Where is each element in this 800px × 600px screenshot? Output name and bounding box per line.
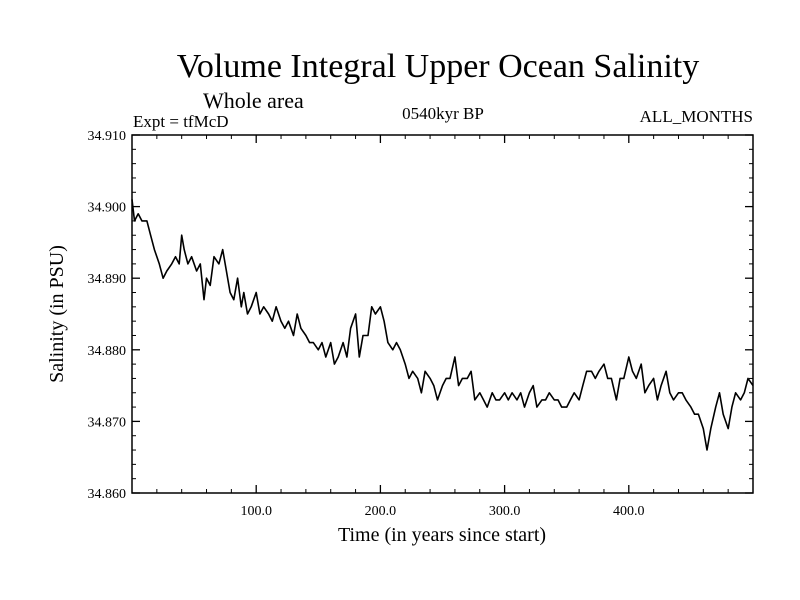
y-tick-label: 34.910 [88,129,127,144]
x-tick-label: 100.0 [240,504,272,519]
y-tick-label: 34.900 [88,201,127,216]
x-axis-label: Time (in years since start) [338,524,546,546]
chart-subtitle: Whole area [203,88,304,113]
x-tick-label: 400.0 [613,504,645,519]
y-tick-label: 34.860 [88,487,127,502]
plot-frame [131,134,754,494]
y-ticks: 34.860 34.870 34.880 34.890 34.900 34.910 [88,129,753,502]
months-label: ALL_MONTHS [639,107,753,126]
x-tick-label: 200.0 [365,504,397,519]
experiment-label: Expt = tfMcD [133,112,229,131]
y-axis-label: Salinity (in PSU) [46,245,68,383]
chart-title: Volume Integral Upper Ocean Salinity [176,48,700,85]
y-tick-label: 34.880 [88,344,127,359]
x-ticks: 100.0 200.0 300.0 400.0 [240,135,645,519]
period-label: 0540kyr BP [402,104,484,123]
minor-ticks [132,135,753,493]
y-tick-label: 34.890 [88,272,127,287]
y-tick-label: 34.870 [88,415,127,430]
x-tick-label: 300.0 [489,504,521,519]
salinity-series-line [131,199,754,451]
